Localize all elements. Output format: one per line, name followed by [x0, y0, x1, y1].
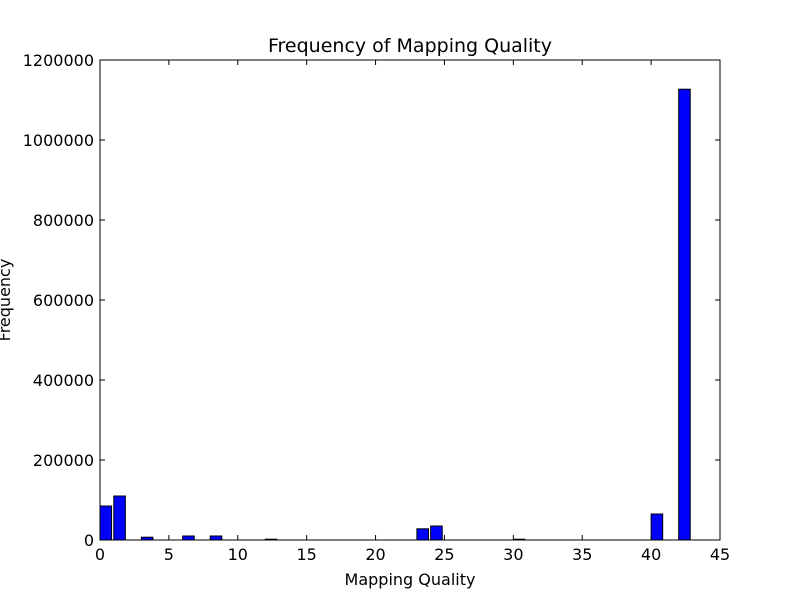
x-tick-label-8: 40: [641, 545, 661, 564]
x-tick-label-5: 25: [434, 545, 454, 564]
x-tick-label-1: 5: [164, 545, 174, 564]
bar-9: [650, 513, 664, 541]
chart-title: Frequency of Mapping Quality: [268, 35, 552, 57]
bar-1: [113, 495, 126, 541]
x-tick-label-6: 30: [503, 545, 523, 564]
bar-10: [678, 88, 691, 541]
x-tick-label-9: 45: [710, 545, 730, 564]
bar-6: [416, 528, 429, 541]
x-tick-label-0: 0: [95, 545, 105, 564]
x-tick-label-3: 15: [296, 545, 316, 564]
x-tick-label-4: 20: [365, 545, 385, 564]
y-tick-label-2: 400000: [33, 371, 94, 390]
x-axis: 0 5 10 15 20 25 30 35 40 45: [95, 60, 730, 564]
bars-layer: [99, 88, 691, 541]
y-tick-label-6: 1200000: [23, 51, 94, 70]
y-tick-label-3: 600000: [33, 291, 94, 310]
bar-3: [182, 535, 195, 541]
y-axis-label: Frequency: [0, 259, 14, 342]
y-tick-label-0: 0: [84, 531, 94, 550]
y-tick-label-4: 800000: [33, 211, 94, 230]
y-axis: 0 200000 400000 600000 800000 1000000 1200000: [23, 51, 720, 550]
bar-0: [99, 505, 113, 541]
x-tick-label-2: 10: [228, 545, 248, 564]
bar-4: [209, 535, 223, 541]
y-tick-label-1: 200000: [33, 451, 94, 470]
bar-7: [430, 525, 443, 541]
y-tick-label-5: 1000000: [23, 131, 94, 150]
plot-frame: [99, 59, 721, 541]
x-tick-label-7: 35: [572, 545, 592, 564]
x-axis-label: Mapping Quality: [345, 570, 476, 589]
